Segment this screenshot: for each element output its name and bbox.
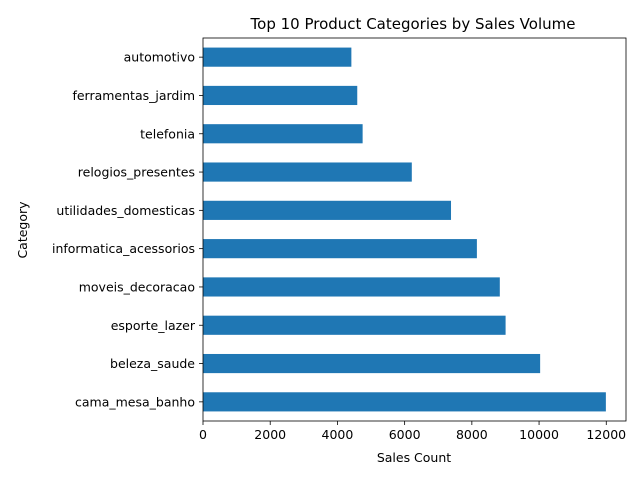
bars-layer <box>203 47 606 412</box>
axes-layer <box>202 37 627 422</box>
bar-telefonia <box>203 124 363 144</box>
y-tick-label: automotivo <box>124 50 195 65</box>
bar-relogios-presentes <box>203 162 412 182</box>
x-tick-label: 10000 <box>519 427 559 442</box>
bar-utilidades-domesticas <box>203 200 452 220</box>
y-axis-label: Category <box>15 201 30 259</box>
chart-title: Top 10 Product Categories by Sales Volum… <box>250 15 576 33</box>
bar-beleza-saude <box>203 353 541 374</box>
y-tick-label: beleza_saude <box>110 356 195 371</box>
x-axis-label: Sales Count <box>377 450 451 465</box>
x-tick-label: 12000 <box>586 427 626 442</box>
y-tick-label: informatica_acessorios <box>52 241 195 256</box>
y-tick-label: esporte_lazer <box>111 318 196 333</box>
bar-ferramentas-jardim <box>203 85 358 106</box>
y-tick-label: telefonia <box>140 126 195 141</box>
y-tick-label: ferramentas_jardim <box>72 88 195 103</box>
bar-cama-mesa-banho <box>203 392 606 412</box>
x-tick-label: 6000 <box>389 427 421 442</box>
y-tick-label: relogios_presentes <box>78 165 195 180</box>
y-tick-label: cama_mesa_banho <box>75 394 195 409</box>
x-tick-label: 2000 <box>254 427 286 442</box>
y-tick-label: utilidades_domesticas <box>56 203 195 218</box>
x-tick-label: 8000 <box>456 427 488 442</box>
x-tick-label: 4000 <box>322 427 354 442</box>
bar-moveis-decoracao <box>203 277 500 297</box>
bar-informatica-acessorios <box>203 239 477 259</box>
bar-esporte-lazer <box>203 315 506 335</box>
y-tick-label: moveis_decoracao <box>79 279 195 294</box>
ticks-layer: cama_mesa_banho beleza_saude esporte_lazer… <box>52 50 626 442</box>
plot-frame <box>202 37 627 422</box>
bar-automotivo <box>203 47 352 67</box>
x-tick-label: 0 <box>199 427 207 442</box>
